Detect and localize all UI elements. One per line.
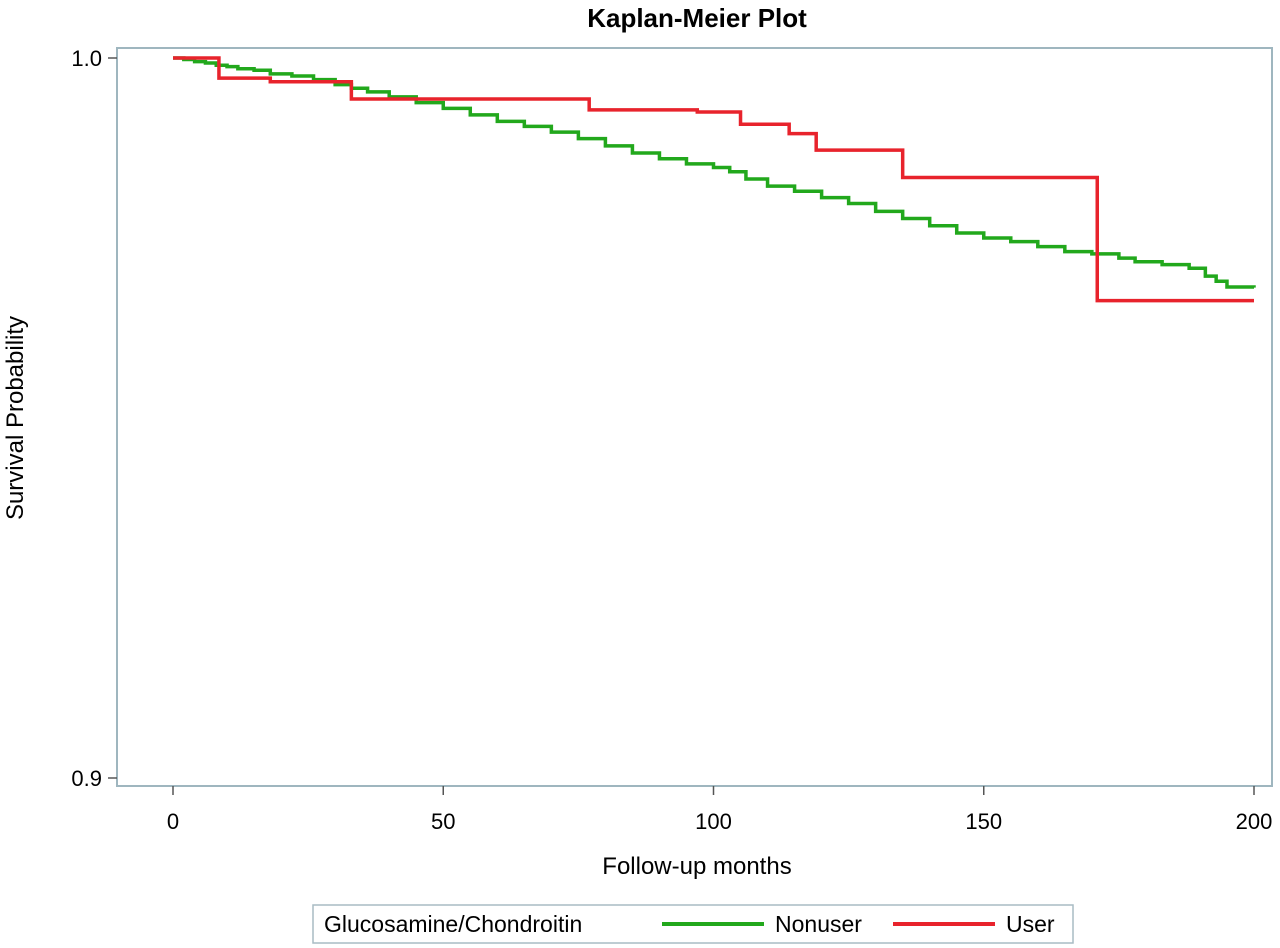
y-tick-label: 0.9 xyxy=(71,766,102,791)
legend: Glucosamine/Chondroitin Nonuser User xyxy=(312,904,1074,944)
x-tick-label: 50 xyxy=(431,809,455,834)
chart-title: Kaplan-Meier Plot xyxy=(587,3,807,33)
series-line-nonuser xyxy=(173,56,1256,289)
x-axis-label: Follow-up months xyxy=(602,853,791,880)
y-axis-label: Survival Probability xyxy=(2,316,29,520)
series-line-user xyxy=(173,56,1254,303)
y-axis: 0.9 1.0 xyxy=(71,46,117,791)
x-tick-label: 150 xyxy=(965,809,1002,834)
x-axis: 0 50 100 150 200 xyxy=(167,786,1272,834)
y-tick-label: 1.0 xyxy=(71,46,102,71)
plot-area-frame xyxy=(116,47,1273,787)
legend-label-nonuser: Nonuser xyxy=(775,911,862,937)
x-tick-label: 200 xyxy=(1236,809,1273,834)
x-tick-label: 100 xyxy=(695,809,732,834)
x-tick-label: 0 xyxy=(167,809,179,834)
legend-label-user: User xyxy=(1006,911,1055,937)
legend-title: Glucosamine/Chondroitin xyxy=(324,911,582,937)
series-layer xyxy=(173,56,1256,303)
